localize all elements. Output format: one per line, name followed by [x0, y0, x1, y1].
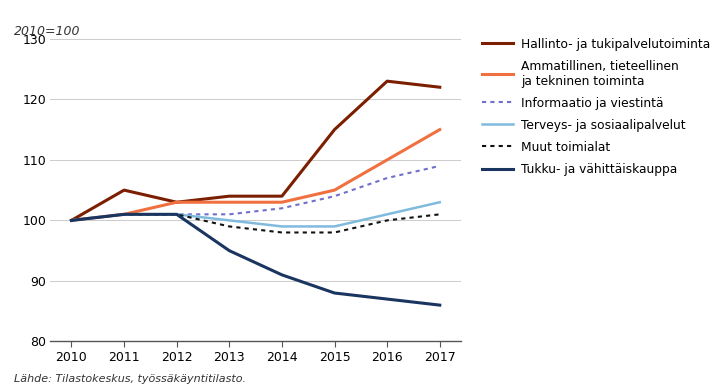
- Hallinto- ja tukipalvelutoiminta: [225, 194, 233, 199]
- Terveys- ja sosiaalipalvelut: [225, 218, 233, 223]
- Hallinto- ja tukipalvelutoiminta: [172, 200, 181, 204]
- Tukku- ja vähittäiskauppa: [383, 297, 392, 301]
- Informaatio ja viestintä: [383, 176, 392, 180]
- Tukku- ja vähittäiskauppa: [330, 291, 339, 295]
- Legend: Hallinto- ja tukipalvelutoiminta, Ammatillinen, tieteellinen
ja tekninen toimint: Hallinto- ja tukipalvelutoiminta, Ammati…: [477, 33, 716, 181]
- Ammatillinen, tieteellinen
ja tekninen toiminta: [436, 127, 444, 132]
- Ammatillinen, tieteellinen
ja tekninen toiminta: [330, 188, 339, 192]
- Informaatio ja viestintä: [225, 212, 233, 217]
- Muut toimialat: [120, 212, 128, 217]
- Text: Lähde: Tilastokeskus, työssäkäyntitilasto.: Lähde: Tilastokeskus, työssäkäyntitilast…: [14, 374, 246, 384]
- Muut toimialat: [436, 212, 444, 217]
- Muut toimialat: [172, 212, 181, 217]
- Terveys- ja sosiaalipalvelut: [67, 218, 76, 223]
- Informaatio ja viestintä: [330, 194, 339, 199]
- Tukku- ja vähittäiskauppa: [67, 218, 76, 223]
- Hallinto- ja tukipalvelutoiminta: [278, 194, 287, 199]
- Line: Muut toimialat: Muut toimialat: [71, 214, 440, 232]
- Terveys- ja sosiaalipalvelut: [330, 224, 339, 229]
- Terveys- ja sosiaalipalvelut: [436, 200, 444, 204]
- Hallinto- ja tukipalvelutoiminta: [383, 79, 392, 83]
- Informaatio ja viestintä: [436, 164, 444, 168]
- Hallinto- ja tukipalvelutoiminta: [330, 127, 339, 132]
- Informaatio ja viestintä: [120, 212, 128, 217]
- Tukku- ja vähittäiskauppa: [436, 303, 444, 307]
- Ammatillinen, tieteellinen
ja tekninen toiminta: [278, 200, 287, 204]
- Ammatillinen, tieteellinen
ja tekninen toiminta: [172, 200, 181, 204]
- Line: Terveys- ja sosiaalipalvelut: Terveys- ja sosiaalipalvelut: [71, 202, 440, 227]
- Informaatio ja viestintä: [278, 206, 287, 211]
- Terveys- ja sosiaalipalvelut: [172, 212, 181, 217]
- Terveys- ja sosiaalipalvelut: [278, 224, 287, 229]
- Tukku- ja vähittäiskauppa: [172, 212, 181, 217]
- Terveys- ja sosiaalipalvelut: [120, 212, 128, 217]
- Terveys- ja sosiaalipalvelut: [383, 212, 392, 217]
- Ammatillinen, tieteellinen
ja tekninen toiminta: [225, 200, 233, 204]
- Informaatio ja viestintä: [67, 218, 76, 223]
- Ammatillinen, tieteellinen
ja tekninen toiminta: [383, 158, 392, 162]
- Ammatillinen, tieteellinen
ja tekninen toiminta: [120, 212, 128, 217]
- Muut toimialat: [278, 230, 287, 235]
- Muut toimialat: [225, 224, 233, 229]
- Tukku- ja vähittäiskauppa: [225, 248, 233, 253]
- Tukku- ja vähittäiskauppa: [120, 212, 128, 217]
- Muut toimialat: [330, 230, 339, 235]
- Muut toimialat: [383, 218, 392, 223]
- Muut toimialat: [67, 218, 76, 223]
- Line: Ammatillinen, tieteellinen
ja tekninen toiminta: Ammatillinen, tieteellinen ja tekninen t…: [71, 130, 440, 220]
- Hallinto- ja tukipalvelutoiminta: [67, 218, 76, 223]
- Line: Hallinto- ja tukipalvelutoiminta: Hallinto- ja tukipalvelutoiminta: [71, 81, 440, 220]
- Hallinto- ja tukipalvelutoiminta: [436, 85, 444, 90]
- Line: Informaatio ja viestintä: Informaatio ja viestintä: [71, 166, 440, 220]
- Informaatio ja viestintä: [172, 212, 181, 217]
- Text: 2010=100: 2010=100: [14, 25, 81, 38]
- Tukku- ja vähittäiskauppa: [278, 272, 287, 277]
- Line: Tukku- ja vähittäiskauppa: Tukku- ja vähittäiskauppa: [71, 214, 440, 305]
- Ammatillinen, tieteellinen
ja tekninen toiminta: [67, 218, 76, 223]
- Hallinto- ja tukipalvelutoiminta: [120, 188, 128, 192]
